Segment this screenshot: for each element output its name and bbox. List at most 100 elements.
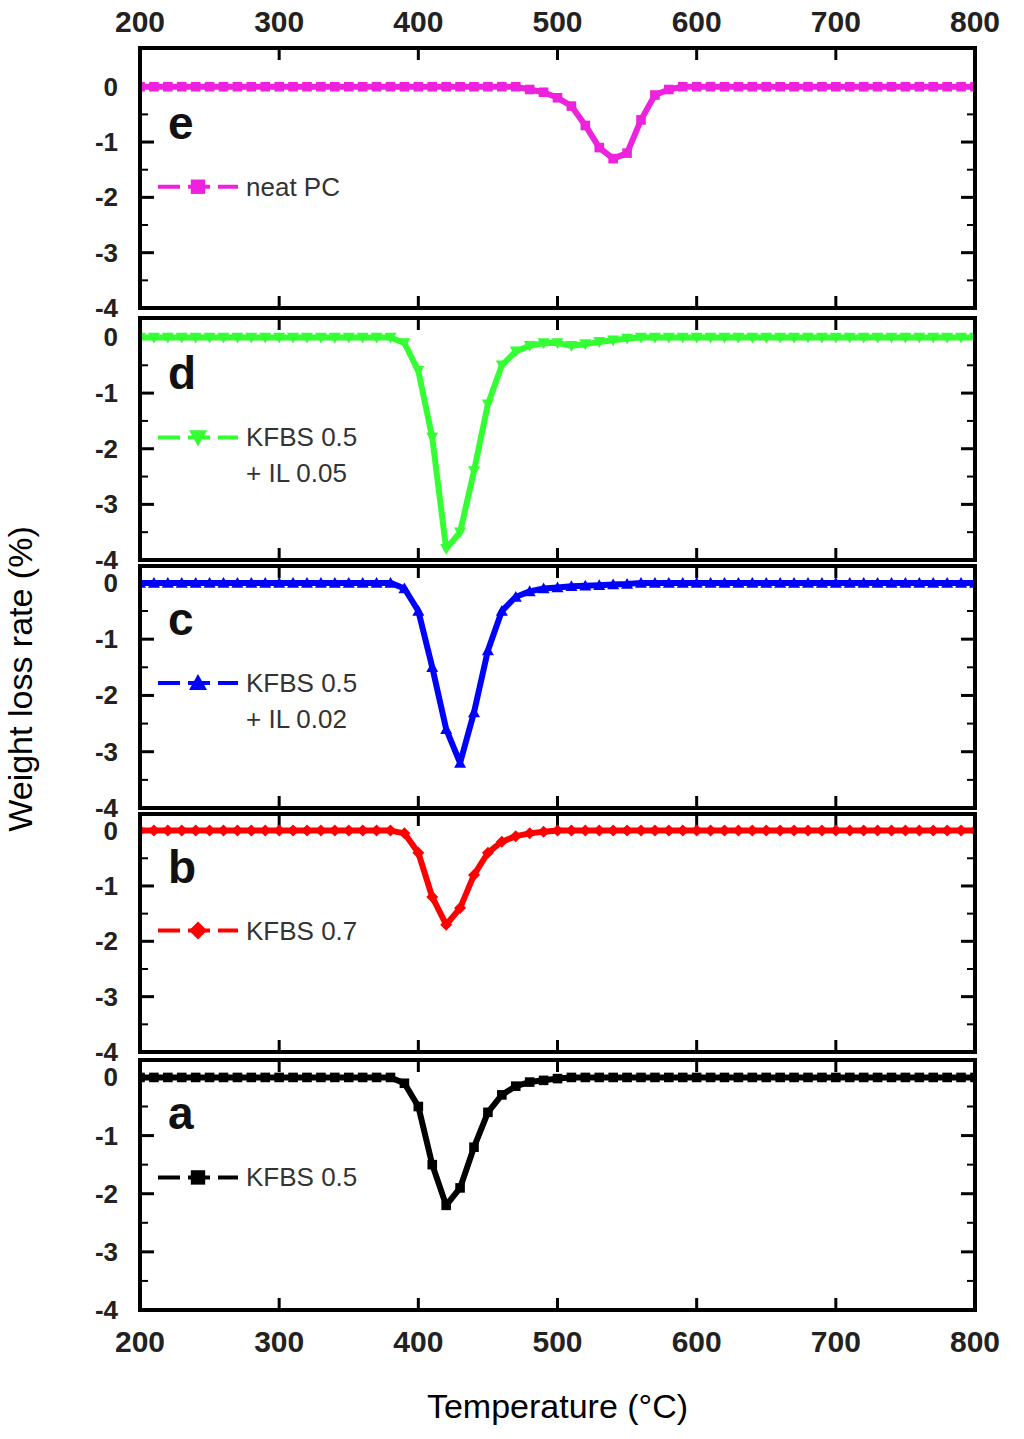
marker — [398, 338, 410, 349]
marker — [830, 825, 842, 837]
marker — [343, 577, 355, 588]
x-tick-label: 300 — [254, 5, 304, 38]
marker — [371, 825, 383, 837]
marker — [844, 577, 856, 588]
marker — [899, 333, 911, 344]
marker — [927, 333, 939, 344]
marker — [955, 825, 967, 837]
marker — [691, 825, 703, 837]
y-tick — [961, 196, 975, 199]
marker — [692, 82, 702, 92]
marker — [440, 919, 452, 931]
marker — [357, 825, 369, 837]
legend-line-text: + IL 0.05 — [246, 458, 347, 488]
marker — [259, 333, 271, 344]
marker — [524, 827, 536, 839]
marker — [621, 334, 633, 345]
marker — [190, 577, 202, 588]
marker — [218, 577, 230, 588]
series-line — [140, 87, 975, 159]
y-tick-label: -3 — [95, 1237, 118, 1267]
y-tick — [961, 503, 975, 506]
y-tick-label: -4 — [95, 1295, 119, 1325]
legend-label: KFBS 0.5+ IL 0.05 — [246, 422, 357, 488]
marker — [301, 333, 313, 344]
marker — [288, 82, 298, 92]
plot-area — [140, 1073, 975, 1211]
y-tick-label: -2 — [95, 182, 118, 212]
marker — [553, 93, 563, 103]
marker — [816, 577, 828, 588]
marker — [873, 82, 883, 92]
marker — [567, 1073, 577, 1083]
y-tick-label: -1 — [95, 1121, 118, 1151]
panel-label: a — [168, 1087, 194, 1139]
y-tick — [961, 638, 975, 641]
frame — [140, 814, 975, 1052]
plot-area — [140, 577, 975, 768]
marker — [677, 577, 689, 588]
marker — [315, 577, 327, 588]
marker — [774, 577, 786, 588]
y-tick — [961, 995, 975, 998]
y-tick — [961, 1250, 975, 1253]
marker — [899, 577, 911, 588]
marker — [789, 82, 799, 92]
marker — [426, 661, 438, 672]
marker — [789, 1073, 799, 1083]
x-tick-label: 500 — [532, 5, 582, 38]
marker — [913, 333, 925, 344]
marker — [941, 333, 953, 344]
y-tick — [140, 750, 154, 753]
marker — [204, 825, 216, 837]
marker — [761, 1073, 771, 1083]
marker — [955, 577, 967, 588]
panel-label: d — [168, 347, 196, 399]
marker — [719, 333, 731, 344]
x-tick-label: 600 — [672, 5, 722, 38]
y-tick — [140, 1250, 154, 1253]
marker — [915, 1073, 925, 1083]
series-line — [140, 831, 975, 925]
marker — [955, 333, 967, 344]
marker — [788, 825, 800, 837]
marker — [148, 577, 160, 588]
marker — [524, 341, 536, 352]
legend-line-text: KFBS 0.7 — [246, 916, 357, 946]
marker — [816, 825, 828, 837]
marker — [816, 333, 828, 344]
x-tick-label: 600 — [672, 1325, 722, 1358]
marker — [316, 82, 326, 92]
x-tick-label: 500 — [532, 1325, 582, 1358]
y-tick-label: -3 — [95, 238, 118, 268]
marker — [593, 337, 605, 348]
marker — [315, 825, 327, 837]
marker — [441, 1201, 451, 1211]
marker — [663, 825, 675, 837]
plot-area — [140, 333, 975, 555]
marker — [398, 827, 410, 839]
y-axis-label: Weight loss rate (%) — [1, 526, 39, 831]
marker — [886, 333, 898, 344]
marker — [330, 82, 340, 92]
marker — [496, 605, 508, 616]
marker — [427, 82, 437, 92]
legend-marker — [191, 1170, 205, 1184]
marker — [357, 577, 369, 588]
x-tick-label: 200 — [115, 5, 165, 38]
marker — [525, 1077, 535, 1087]
marker — [678, 1073, 688, 1083]
series-line — [140, 583, 975, 763]
marker — [386, 82, 396, 92]
marker — [887, 1073, 897, 1083]
y-tick — [961, 884, 975, 887]
legend-line-text: + IL 0.02 — [246, 704, 347, 734]
marker — [607, 579, 619, 590]
marker — [579, 825, 591, 837]
marker — [301, 825, 313, 837]
marker — [899, 825, 911, 837]
y-tick — [140, 503, 154, 506]
marker — [901, 82, 911, 92]
y-tick-label: -2 — [95, 1179, 118, 1209]
marker — [372, 82, 382, 92]
